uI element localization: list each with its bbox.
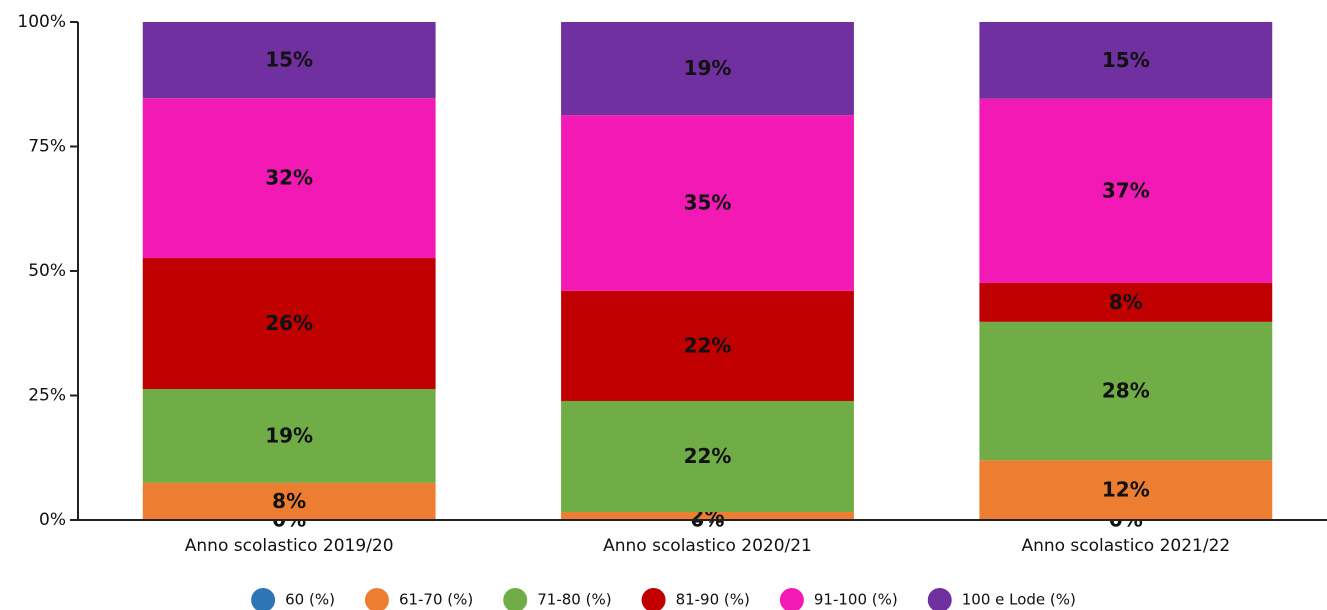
legend-label: 100 e Lode (%) [962, 591, 1076, 609]
bar-segment [979, 98, 1273, 283]
legend-label: 91-100 (%) [814, 591, 898, 609]
value-label: 8% [1109, 290, 1143, 314]
y-tick-label: 0% [39, 510, 66, 530]
value-label: 37% [1102, 178, 1150, 202]
value-label: 15% [1102, 48, 1150, 72]
bar-segment [142, 482, 436, 520]
legend-label: 81-90 (%) [676, 591, 750, 609]
value-label: 22% [684, 333, 732, 357]
value-label: 15% [265, 48, 313, 72]
value-label: 26% [265, 311, 313, 335]
bar-segment [561, 400, 854, 513]
value-label: 22% [684, 444, 732, 468]
y-tick-label: 50% [28, 261, 66, 281]
bar-segment [979, 321, 1273, 461]
legend-marker [779, 588, 804, 610]
bar-segment [561, 22, 854, 116]
value-label: 19% [265, 423, 313, 447]
bar-segment [979, 22, 1273, 99]
x-tick-label: Anno scolastico 2021/22 [1021, 536, 1230, 556]
value-label: 8% [272, 489, 306, 513]
bar-segment [979, 282, 1273, 322]
legend-marker [364, 588, 389, 610]
legend-marker [641, 588, 666, 610]
value-label: 28% [1102, 379, 1150, 403]
y-tick-label: 75% [28, 137, 66, 157]
legend-label: 60 (%) [285, 591, 335, 609]
x-tick-label: Anno scolastico 2019/20 [185, 536, 394, 556]
value-label: 35% [684, 191, 732, 215]
legend-marker [927, 588, 952, 610]
legend-marker [251, 588, 276, 610]
bar-segment [142, 22, 436, 99]
legend-label: 71-80 (%) [537, 591, 611, 609]
legend-marker [503, 588, 528, 610]
y-tick-label: 25% [28, 386, 66, 406]
value-label: 12% [1102, 478, 1150, 502]
value-label: 19% [684, 56, 732, 80]
value-label: 32% [265, 166, 313, 190]
bar-segment [561, 115, 854, 291]
bar-segment [142, 98, 436, 259]
bar-segment [142, 258, 436, 390]
x-tick-label: Anno scolastico 2020/21 [603, 536, 812, 556]
bar-segment [561, 512, 854, 520]
bar-segment [142, 389, 436, 483]
bar-segment [561, 290, 854, 401]
y-tick-label: 100% [17, 12, 66, 32]
legend-label: 61-70 (%) [399, 591, 473, 609]
bar-segment [979, 460, 1273, 520]
